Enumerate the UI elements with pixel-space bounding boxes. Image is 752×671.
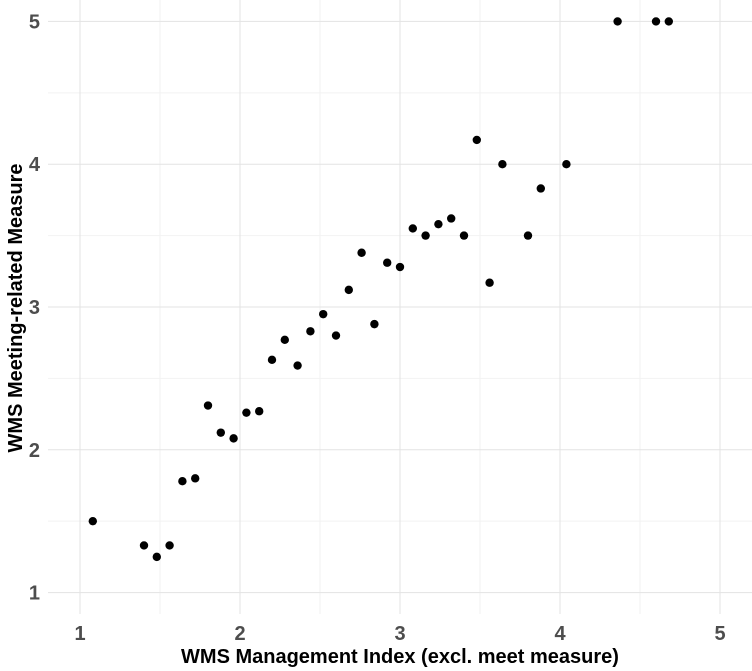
x-tick-label: 4 bbox=[554, 623, 566, 645]
data-point bbox=[331, 331, 341, 340]
data-point bbox=[562, 160, 571, 169]
data-point bbox=[255, 407, 264, 416]
y-tick-labels: 1 2 3 4 5 bbox=[29, 11, 41, 604]
data-point bbox=[280, 335, 289, 345]
data-point bbox=[664, 17, 673, 26]
data-point bbox=[395, 262, 405, 272]
data-point bbox=[139, 541, 149, 550]
data-point bbox=[651, 17, 661, 26]
y-tick-label: 1 bbox=[29, 583, 40, 605]
data-point bbox=[319, 309, 328, 319]
y-tick-label: 5 bbox=[29, 11, 40, 33]
data-point bbox=[613, 17, 622, 26]
data-point bbox=[536, 184, 545, 193]
data-point bbox=[421, 231, 430, 240]
grid-major-lines bbox=[48, 0, 752, 614]
x-tick-labels: 1 2 3 4 5 bbox=[74, 623, 725, 645]
data-points bbox=[88, 17, 673, 562]
data-point bbox=[459, 231, 469, 240]
data-point bbox=[498, 160, 507, 169]
data-point bbox=[165, 541, 174, 550]
data-point bbox=[242, 408, 251, 417]
x-tick-label: 3 bbox=[394, 623, 405, 645]
data-point bbox=[152, 552, 161, 562]
y-tick-label: 4 bbox=[29, 154, 41, 176]
y-tick-label: 3 bbox=[29, 297, 40, 319]
data-point bbox=[344, 285, 353, 295]
data-point bbox=[216, 428, 225, 437]
data-point bbox=[472, 135, 481, 145]
data-point bbox=[383, 258, 392, 267]
data-point bbox=[191, 474, 200, 483]
x-tick-label: 5 bbox=[714, 623, 725, 645]
x-axis-title: WMS Management Index (excl. meet measure… bbox=[181, 646, 619, 668]
data-point bbox=[447, 214, 456, 223]
data-point bbox=[357, 248, 366, 257]
x-tick-label: 2 bbox=[234, 623, 245, 645]
data-point bbox=[523, 231, 533, 240]
y-axis-title: WMS Meeting-related Measure bbox=[5, 164, 27, 453]
data-point bbox=[267, 355, 277, 365]
data-point bbox=[178, 477, 187, 486]
data-point bbox=[485, 278, 494, 287]
data-point bbox=[229, 434, 238, 443]
data-point bbox=[408, 224, 417, 233]
data-point bbox=[88, 516, 98, 526]
data-point bbox=[306, 327, 315, 336]
data-point bbox=[434, 219, 443, 229]
data-point bbox=[203, 401, 213, 410]
data-point bbox=[293, 361, 302, 370]
data-point bbox=[370, 319, 379, 329]
x-tick-label: 1 bbox=[74, 623, 85, 645]
y-tick-label: 2 bbox=[29, 440, 40, 462]
